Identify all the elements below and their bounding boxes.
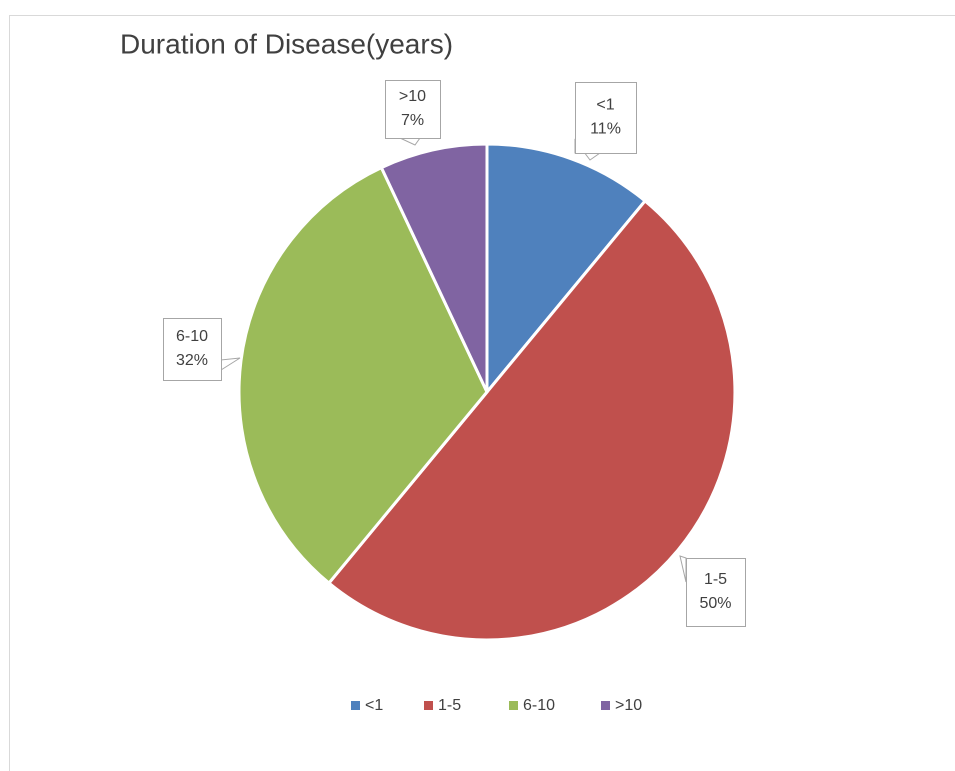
data-label-category: 1-5	[704, 571, 727, 588]
data-label-box	[385, 80, 441, 139]
data-label-value: 11%	[590, 121, 621, 138]
data-label-box	[163, 318, 222, 381]
legend-swatch	[424, 701, 433, 710]
data-label-box	[686, 558, 746, 627]
data-label-value: 7%	[401, 112, 424, 129]
pie-slice	[326, 198, 737, 642]
pie-slice	[485, 142, 648, 397]
data-label-category: >10	[399, 88, 426, 105]
data-label-value: 50%	[699, 595, 731, 612]
data-label-box	[575, 82, 637, 154]
legend-label: >10	[615, 697, 642, 714]
pie-slice	[379, 142, 489, 393]
chart-title: Duration of Disease(years)	[120, 28, 453, 59]
pie-slice	[237, 165, 489, 586]
legend-label: 6-10	[523, 697, 555, 714]
legend-label: 1-5	[438, 697, 461, 714]
data-label-category: <1	[596, 97, 614, 114]
legend-label: <1	[365, 697, 383, 714]
legend-swatch	[351, 701, 360, 710]
data-label-category: 6-10	[176, 328, 208, 345]
legend-swatch	[509, 701, 518, 710]
legend-swatch	[601, 701, 610, 710]
data-label-value: 32%	[176, 352, 208, 369]
